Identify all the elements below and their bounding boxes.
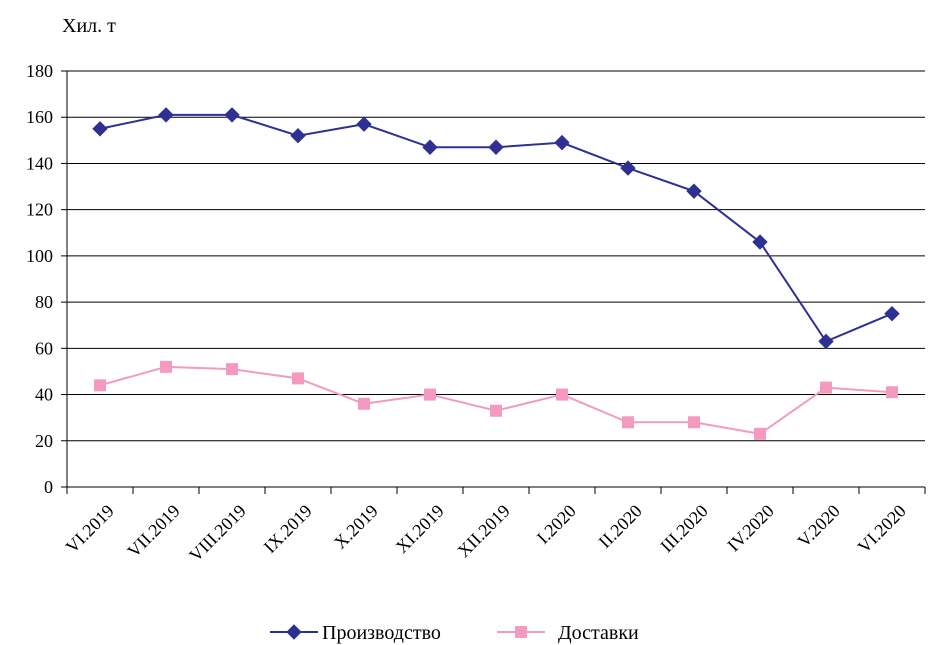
series-0 bbox=[92, 107, 900, 350]
legend-item-0: Производство bbox=[270, 622, 441, 644]
data-point-0-3 bbox=[290, 128, 306, 144]
y-tick-label-140: 140 bbox=[26, 153, 53, 173]
y-tick-labels: 0 20 40 60 80 100 120 140 160 180 bbox=[26, 61, 53, 497]
gridlines bbox=[67, 70, 925, 442]
data-point-1-12 bbox=[886, 386, 898, 399]
legend-label-1: Доставки bbox=[558, 622, 639, 644]
data-point-0-4 bbox=[356, 116, 372, 132]
y-tick-label-80: 80 bbox=[35, 292, 53, 312]
x-tick-label-IV.2020: IV.2020 bbox=[723, 501, 778, 556]
data-point-1-7 bbox=[556, 388, 568, 401]
data-point-1-8 bbox=[622, 416, 634, 429]
legend-marker-1 bbox=[515, 626, 527, 638]
legend-item-1: Доставки bbox=[497, 622, 639, 644]
y-axis-unit-label: Хил. т bbox=[62, 15, 116, 37]
y-tick-label-100: 100 bbox=[26, 246, 53, 266]
data-point-1-11 bbox=[820, 381, 832, 394]
x-tick-label-I.2020: I.2020 bbox=[533, 501, 580, 548]
x-tick-label-VII.2019: VII.2019 bbox=[123, 501, 183, 561]
x-tick-label-III.2020: III.2020 bbox=[656, 501, 711, 556]
x-tick-label-X.2019: X.2019 bbox=[330, 501, 382, 553]
data-point-1-4 bbox=[358, 397, 370, 410]
data-point-1-5 bbox=[424, 388, 436, 401]
x-tick-label-XI.2019: XI.2019 bbox=[392, 501, 448, 557]
y-tick-label-60: 60 bbox=[35, 338, 53, 358]
legend-marker-0 bbox=[286, 624, 302, 640]
y-tick-label-40: 40 bbox=[35, 385, 53, 405]
x-tick-labels: VI.2019 VII.2019 VIII.2019 IX.2019 X.2019 XI.… bbox=[62, 501, 910, 566]
data-point-0-11 bbox=[818, 333, 834, 350]
axes bbox=[61, 70, 926, 494]
x-tick-label-II.2020: II.2020 bbox=[595, 501, 646, 552]
data-point-1-0 bbox=[94, 379, 106, 392]
data-point-0-10 bbox=[752, 234, 768, 250]
series-lines bbox=[92, 107, 900, 440]
x-tick-label-V.2020: V.2020 bbox=[794, 501, 844, 551]
data-point-0-6 bbox=[488, 139, 504, 155]
legend: Производство Доставки bbox=[270, 622, 639, 644]
y-tick-label-160: 160 bbox=[26, 107, 53, 127]
data-point-1-10 bbox=[754, 427, 766, 440]
x-tick-label-VI.2020: VI.2020 bbox=[854, 501, 910, 557]
series-1 bbox=[94, 360, 898, 440]
data-point-0-8 bbox=[620, 160, 636, 176]
data-point-0-0 bbox=[92, 121, 108, 137]
y-tick-label-20: 20 bbox=[35, 431, 53, 451]
x-tick-label-IX.2019: IX.2019 bbox=[260, 501, 316, 557]
data-point-1-9 bbox=[688, 416, 700, 429]
x-tick-label-XII.2019: XII.2019 bbox=[453, 501, 513, 561]
data-point-1-1 bbox=[160, 360, 172, 373]
x-tick-label-VI.2019: VI.2019 bbox=[62, 501, 118, 557]
data-point-1-6 bbox=[490, 404, 502, 417]
data-point-0-7 bbox=[554, 134, 570, 151]
y-tick-label-180: 180 bbox=[26, 61, 53, 81]
y-tick-label-120: 120 bbox=[26, 200, 53, 220]
data-point-0-12 bbox=[884, 305, 900, 322]
series-line-1 bbox=[99, 365, 893, 435]
data-point-1-2 bbox=[226, 363, 238, 376]
y-tick-label-0: 0 bbox=[44, 477, 53, 497]
data-point-0-5 bbox=[422, 139, 438, 155]
x-tick-label-VIII.2019: VIII.2019 bbox=[185, 501, 250, 566]
data-point-0-2 bbox=[224, 107, 240, 123]
data-point-0-1 bbox=[158, 107, 174, 123]
data-point-1-3 bbox=[292, 372, 304, 385]
data-point-0-9 bbox=[686, 183, 702, 199]
legend-label-0: Производство bbox=[322, 622, 441, 644]
